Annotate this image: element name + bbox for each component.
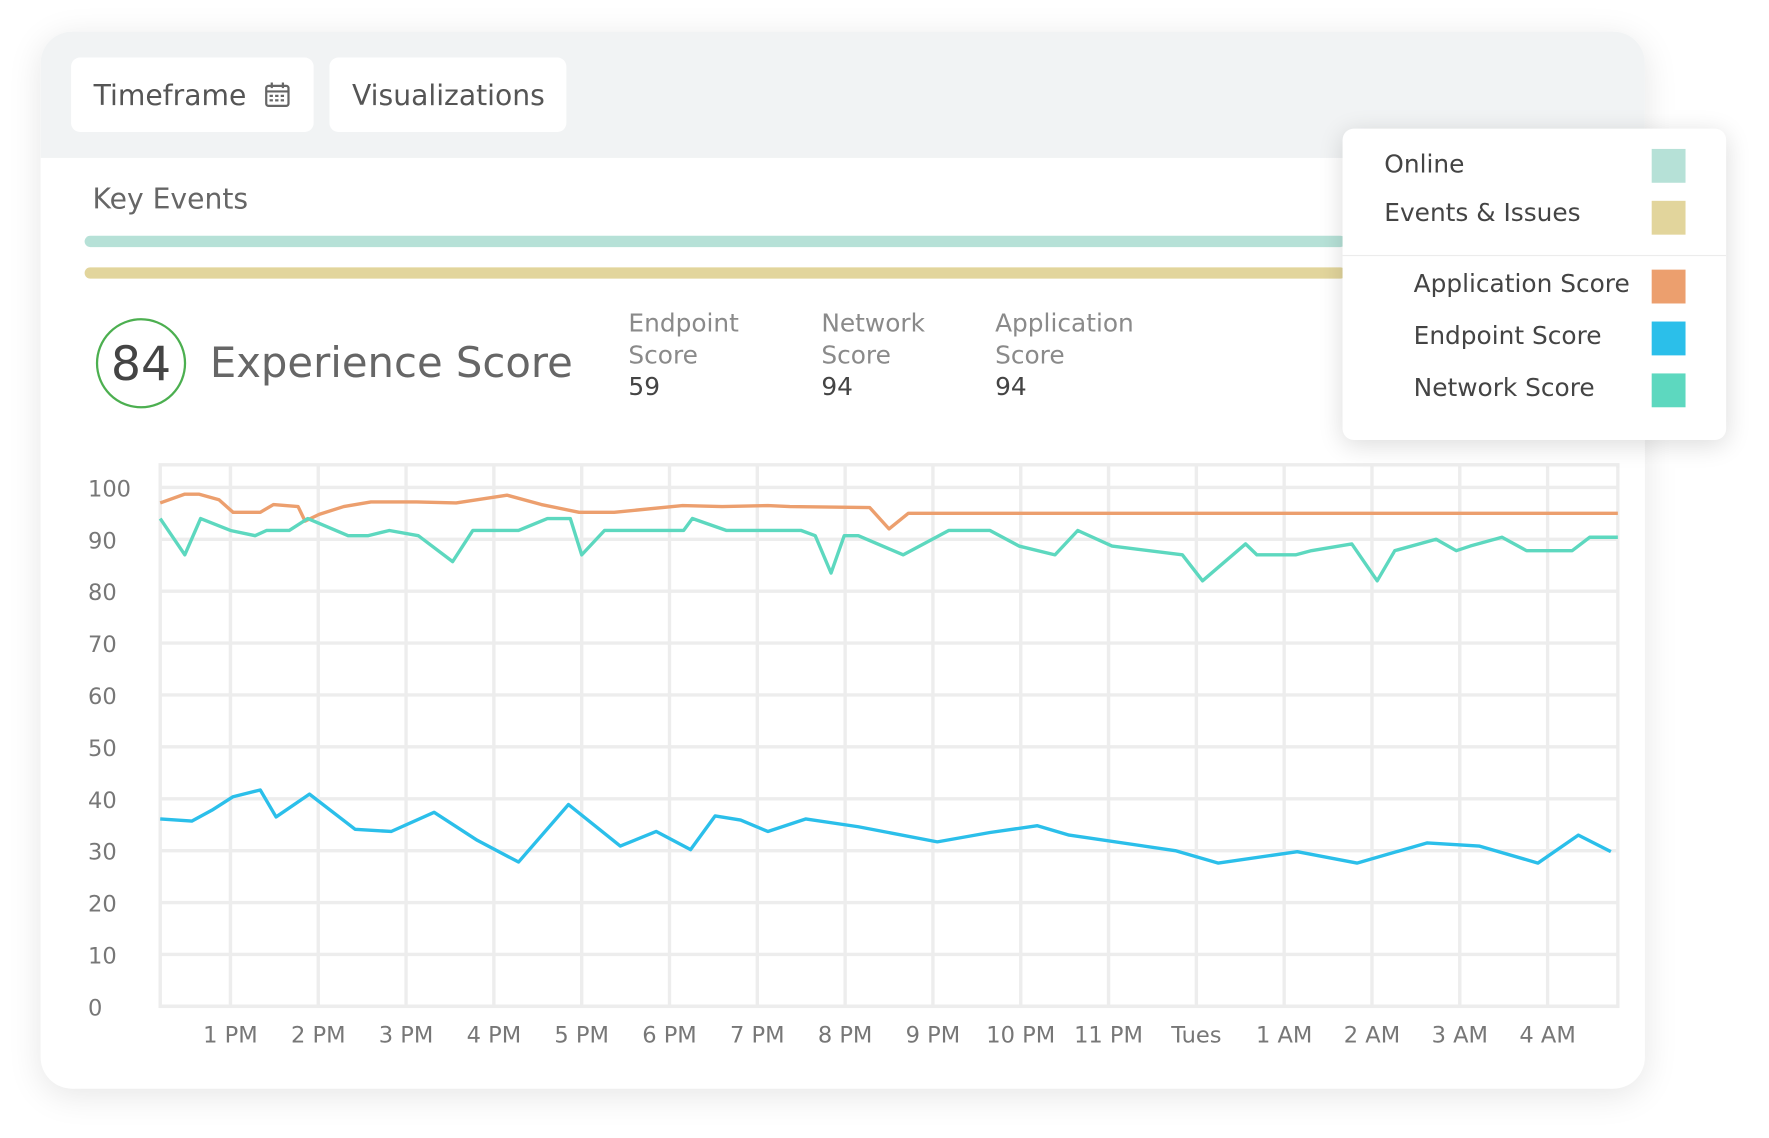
y-tick-label: 50: [88, 736, 117, 762]
y-tick-label: 40: [88, 788, 117, 814]
button-label: Timeframe: [93, 78, 247, 112]
series-line: [160, 788, 1612, 865]
x-tick-label: 9 PM: [906, 1022, 961, 1048]
sub-score-value: 94: [821, 373, 853, 402]
legend-swatch: [1651, 269, 1686, 304]
x-tick-label: 3 PM: [379, 1022, 434, 1048]
legend-swatch: [1651, 200, 1686, 235]
x-tick-label: 1 AM: [1256, 1022, 1312, 1048]
sub-score-label: Network Score: [821, 310, 925, 371]
legend-divider: [1342, 254, 1727, 257]
y-tick-label: 60: [88, 684, 117, 710]
sub-score-value: 59: [628, 373, 660, 402]
legend-label: Events & Issues: [1384, 199, 1581, 228]
y-tick-label: 20: [88, 892, 117, 918]
x-tick-label: 3 AM: [1432, 1022, 1488, 1048]
y-tick-label: 80: [88, 580, 117, 606]
legend-swatch: [1651, 148, 1686, 183]
sub-score-label: Application Score: [995, 310, 1134, 371]
legend-label: Application Score: [1413, 270, 1630, 299]
series-line: [158, 516, 1618, 583]
legend-swatch: [1651, 321, 1686, 356]
legend-swatch: [1651, 373, 1686, 408]
series-line: [159, 492, 1618, 531]
x-tick-label: 2 PM: [291, 1022, 346, 1048]
x-tick-label: 4 PM: [467, 1022, 522, 1048]
legend-label: Online: [1384, 151, 1465, 180]
x-tick-label: 7 PM: [730, 1022, 785, 1048]
sub-score-value: 94: [995, 373, 1027, 402]
legend-label: Network Score: [1413, 374, 1595, 403]
x-tick-label: 10 PM: [986, 1022, 1055, 1048]
y-tick-label: 100: [88, 476, 131, 502]
sub-score: Endpoint Score 59: [628, 309, 763, 404]
legend: Online Events & Issues Application Score…: [1342, 128, 1727, 440]
button-label: Visualizations: [351, 78, 545, 112]
x-tick-label: 11 PM: [1074, 1022, 1143, 1048]
y-tick-label: 30: [88, 840, 117, 866]
sub-score: Application Score 94: [995, 309, 1142, 404]
plot-frame: [158, 463, 1620, 1009]
sub-score: Network Score 94: [821, 309, 956, 404]
legend-label: Endpoint Score: [1413, 322, 1602, 351]
x-tick-label: 4 AM: [1519, 1022, 1575, 1048]
x-tick-label: 5 PM: [554, 1022, 609, 1048]
x-tick-label: 6 PM: [642, 1022, 697, 1048]
calendar-icon: [265, 82, 290, 108]
sub-score-label: Endpoint Score: [628, 310, 739, 371]
key-events-title: Key Events: [92, 182, 249, 216]
x-tick-label: 1 PM: [203, 1022, 258, 1048]
y-tick-label: 70: [88, 632, 117, 658]
x-tick-label: 8 PM: [818, 1022, 873, 1048]
y-tick-label: 90: [88, 528, 117, 554]
timeframe-button[interactable]: Timeframe: [71, 57, 314, 132]
y-tick-label: 0: [88, 995, 102, 1021]
score-title: Experience Score: [209, 338, 573, 387]
visualizations-button[interactable]: Visualizations: [329, 57, 567, 132]
x-tick-label: 2 AM: [1344, 1022, 1400, 1048]
x-tick-label: Tues: [1170, 1022, 1221, 1048]
y-tick-label: 10: [88, 943, 117, 969]
score-badge: 84: [95, 318, 187, 409]
